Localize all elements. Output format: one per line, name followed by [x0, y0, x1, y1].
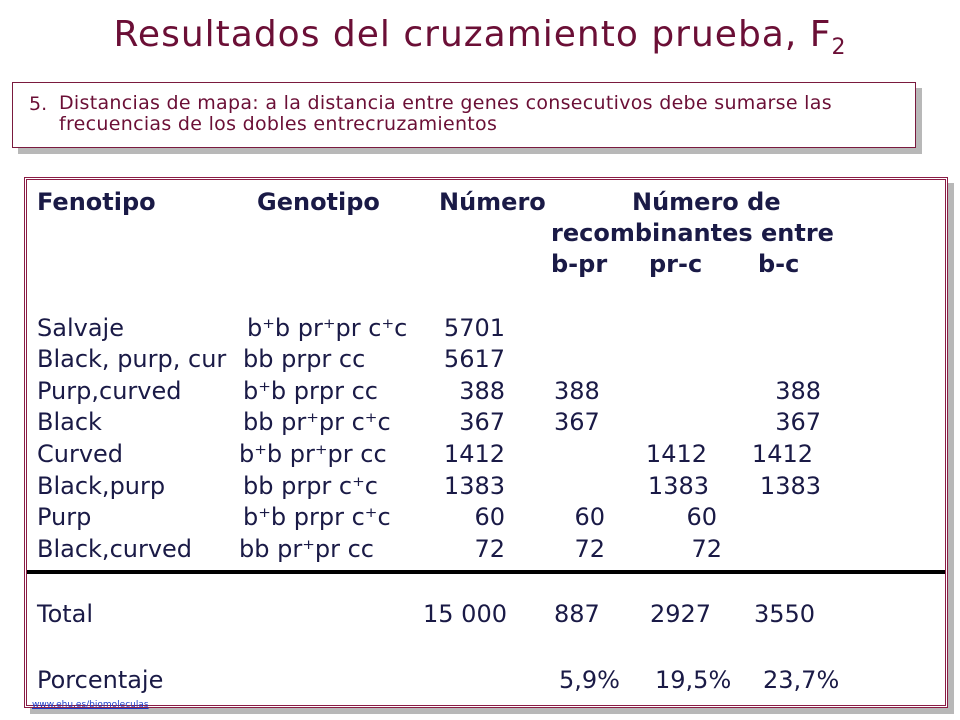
- row-numero: 60: [474, 503, 505, 531]
- row-numero: 367: [459, 408, 505, 436]
- note-box: 5. Distancias de mapa: a la distancia en…: [12, 82, 916, 148]
- row-genotipo: bb prpr cc: [243, 345, 366, 373]
- porcentaje-pr-c: 19,5%: [655, 666, 732, 694]
- row-genotipo: bb pr⁺pr cc: [239, 535, 374, 563]
- header-fenotipo: Fenotipo: [37, 188, 156, 216]
- row-pr-c: 1383: [647, 472, 709, 500]
- total-label: Total: [37, 600, 94, 628]
- row-genotipo: b⁺b pr⁺pr cc: [239, 440, 387, 468]
- results-table: Fenotipo Genotipo Número Número de recom…: [24, 177, 948, 708]
- slide-title-subscript: 2: [831, 35, 847, 60]
- row-genotipo: b⁺b prpr c⁺c: [243, 503, 391, 531]
- total-pr-c: 2927: [650, 600, 712, 628]
- slide-title: Resultados del cruzamiento prueba, F2: [0, 14, 960, 60]
- row-fenotipo: Purp: [37, 503, 92, 531]
- row-fenotipo: Black: [37, 408, 102, 436]
- row-b-pr: 72: [574, 535, 605, 563]
- row-numero: 72: [474, 535, 505, 563]
- row-b-c: 388: [775, 377, 821, 405]
- row-genotipo: bb pr⁺pr c⁺c: [243, 408, 391, 436]
- row-fenotipo: Purp,curved: [37, 377, 182, 405]
- row-numero: 5701: [443, 314, 505, 342]
- row-numero: 1383: [443, 472, 505, 500]
- row-b-c: 1412: [751, 440, 813, 468]
- row-genotipo: b⁺b pr⁺pr c⁺c: [247, 314, 408, 342]
- total-b-c: 3550: [754, 600, 816, 628]
- total-b-pr: 887: [554, 600, 600, 628]
- header-pr-c: pr-c: [649, 250, 703, 278]
- row-fenotipo: Black,purp: [37, 472, 166, 500]
- footer-link[interactable]: www.ehu.es/biomoleculas: [32, 700, 149, 710]
- header-b-c: b-c: [758, 250, 800, 278]
- row-b-c: 367: [775, 408, 821, 436]
- header-numero-de: Número de: [632, 188, 781, 216]
- note-number: 5.: [29, 93, 48, 115]
- total-numero: 15 000: [423, 600, 507, 628]
- row-fenotipo: Black, purp, cur: [37, 345, 227, 373]
- row-b-c: 1383: [759, 472, 821, 500]
- slide-title-main: Resultados del cruzamiento prueba, F: [113, 14, 832, 55]
- row-b-pr: 367: [554, 408, 600, 436]
- row-fenotipo: Salvaje: [37, 314, 124, 342]
- row-fenotipo: Black,curved: [37, 535, 193, 563]
- row-numero: 1412: [443, 440, 505, 468]
- note-text: Distancias de mapa: a la distancia entre…: [59, 92, 832, 135]
- row-b-pr: 388: [554, 377, 600, 405]
- porcentaje-b-c: 23,7%: [763, 666, 840, 694]
- row-b-pr: 60: [574, 503, 605, 531]
- row-pr-c: 1412: [645, 440, 707, 468]
- header-b-pr: b-pr: [551, 250, 608, 278]
- row-genotipo: bb prpr c⁺c: [243, 472, 378, 500]
- row-numero: 388: [459, 377, 505, 405]
- row-pr-c: 72: [691, 535, 722, 563]
- header-recombinantes: recombinantes entre: [551, 219, 834, 247]
- row-fenotipo: Curved: [37, 440, 124, 468]
- row-numero: 5617: [443, 345, 505, 373]
- table-divider: [27, 570, 945, 574]
- row-pr-c: 60: [686, 503, 717, 531]
- porcentaje-label: Porcentaje: [37, 666, 164, 694]
- porcentaje-b-pr: 5,9%: [559, 666, 620, 694]
- header-genotipo: Genotipo: [257, 188, 380, 216]
- header-numero: Número: [439, 188, 546, 216]
- row-genotipo: b⁺b prpr cc: [243, 377, 378, 405]
